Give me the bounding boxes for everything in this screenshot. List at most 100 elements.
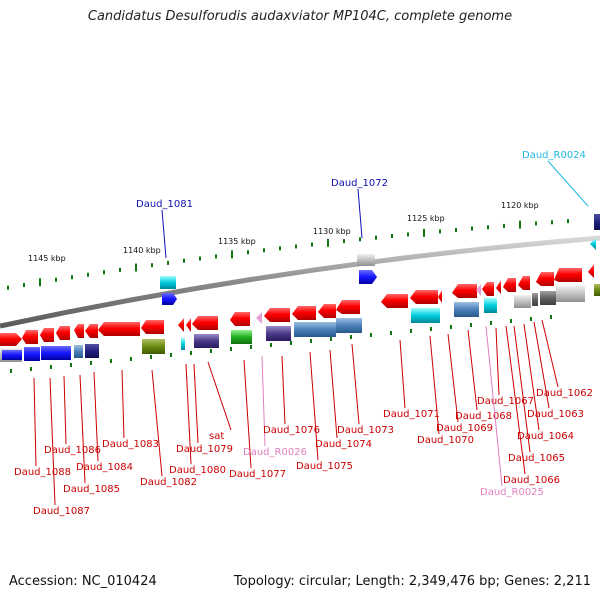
bottom-gene-label: Daud_1067 (477, 396, 534, 407)
bottom-gene-label: Daud_1069 (436, 423, 493, 434)
gene-1083 (98, 322, 140, 336)
gene-top-blue (162, 293, 177, 305)
block-gray-19 (556, 286, 585, 302)
bottom-label-connector (193, 363, 199, 444)
lower-marker (170, 353, 172, 357)
bottom-label-connector (281, 355, 286, 425)
block-blue-2 (24, 347, 40, 361)
bottom-label-connector (399, 339, 406, 409)
gene-edge (588, 264, 594, 278)
lower-marker (90, 361, 92, 365)
lower-marker (410, 329, 412, 333)
lower-marker (370, 333, 372, 337)
block-dark-18 (540, 291, 556, 305)
bottom-label-connector (467, 329, 478, 411)
bottom-gene-label: Daud_1065 (508, 453, 565, 464)
lower-marker (130, 357, 132, 361)
top-gene-label: Daud_1081 (136, 199, 193, 210)
block-purple-10 (266, 326, 291, 341)
block-blue-3 (41, 346, 71, 360)
bottom-label-connector (151, 369, 163, 477)
gene-1079 (186, 318, 191, 332)
accession-text: Accession: NC_010424 (9, 574, 157, 589)
bottom-label-connector (261, 355, 266, 447)
block-gray-16 (514, 295, 531, 308)
topology-text: Topology: circular; Length: 2,349,476 bp… (233, 574, 591, 589)
scale-minor-tick (487, 225, 489, 230)
bottom-gene-label: Daud_1077 (229, 469, 286, 480)
block-cyan-7 (181, 338, 185, 350)
scale-minor-tick (263, 248, 265, 253)
scale-minor-tick (167, 260, 169, 265)
scale-minor-tick (23, 282, 25, 287)
bottom-label-connector (447, 333, 459, 423)
scale-minor-tick (119, 267, 121, 272)
gene-1076 (264, 308, 290, 322)
scale-minor-tick (71, 275, 73, 280)
block-cyan-15 (484, 298, 497, 313)
gene-1069 (438, 290, 442, 303)
top-gene-label: Daud_1072 (331, 178, 388, 189)
scale-minor-tick (87, 272, 89, 277)
scale-minor-tick (375, 235, 377, 240)
bottom-label-connector (63, 375, 67, 445)
scale-minor-tick (503, 223, 505, 228)
forward-genes (160, 214, 600, 305)
scale-major-tick (519, 220, 521, 229)
top-label-connector (357, 188, 363, 239)
block-steel-11 (294, 322, 336, 337)
lower-marker (430, 327, 432, 331)
gene-1068 (452, 284, 477, 298)
scale-label: 1145 kbp (28, 254, 66, 263)
bottom-label-connector (429, 335, 440, 435)
gene-top-cyan (160, 276, 176, 289)
bottom-gene-label: Daud_1085 (63, 484, 120, 495)
lower-marker (550, 315, 552, 319)
bottom-label-connector (505, 325, 526, 475)
feature-blocks (0, 284, 600, 362)
gene-1067 (482, 282, 494, 296)
bottom-gene-label: Daud_1088 (14, 467, 71, 478)
reverse-genes (0, 264, 594, 346)
scale-major-tick (135, 263, 137, 272)
scale-label: 1125 kbp (407, 214, 445, 223)
bottom-gene-label: Daud_1086 (44, 445, 101, 456)
bottom-gene-label: Daud_1087 (33, 506, 90, 517)
scale-minor-tick (199, 256, 201, 261)
top-gene-label: Daud_R0024 (522, 150, 586, 161)
block-dark-17 (532, 293, 538, 306)
lower-marker (510, 319, 512, 323)
lower-marker (230, 347, 232, 351)
bottom-gene-label: Daud_1079 (176, 444, 233, 455)
block-steel-4 (74, 345, 83, 358)
bottom-label-connector (351, 343, 360, 425)
gene-top-far (594, 214, 600, 230)
scale-minor-tick (439, 229, 441, 234)
lower-marker (530, 317, 532, 321)
block-cyan-13 (411, 308, 440, 323)
bottom-label-connector (49, 377, 56, 506)
scale-major-tick (231, 250, 233, 259)
scale-minor-tick (279, 246, 281, 251)
top-label-connector (161, 209, 167, 259)
bottom-label-connector (243, 359, 252, 469)
gene-labels: Daud_1081 Daud_1072 Daud_R0024 Daud_1088 Dau… (14, 150, 593, 517)
bottom-gene-label: Daud_1075 (296, 461, 353, 472)
gene-R0026 (256, 312, 262, 324)
bottom-label-connector (533, 321, 550, 409)
gene-1073 (336, 300, 360, 314)
bottom-label-connector (121, 369, 125, 439)
block-green-9 (231, 330, 252, 344)
lower-marker (50, 365, 52, 369)
scale-major-tick (39, 278, 41, 287)
scale-minor-tick (551, 220, 553, 225)
scale-minor-tick (535, 221, 537, 226)
scale-ring: 1145 kbp 1140 kbp 1135 kbp 1130 kbp 1125 kbp… (7, 201, 569, 290)
bottom-label-connector (207, 361, 232, 431)
lower-marker (110, 359, 112, 363)
gene-1080 (178, 318, 184, 332)
scale-minor-tick (391, 234, 393, 239)
block-navy-5 (85, 344, 99, 358)
scale-minor-tick (311, 242, 313, 247)
genome-backbone (0, 235, 600, 329)
